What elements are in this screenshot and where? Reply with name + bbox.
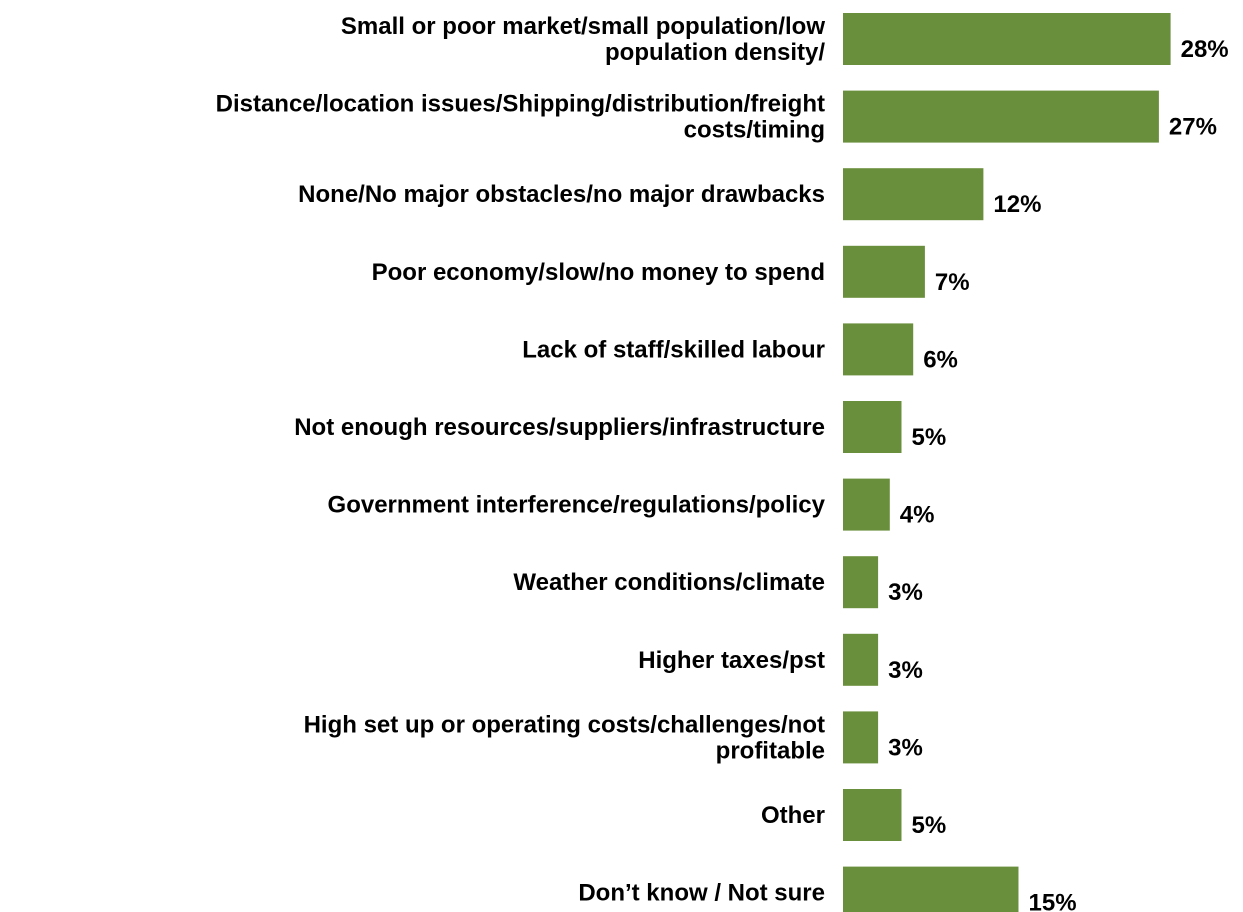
category-label-6: Government interference/regulations/poli… xyxy=(328,492,826,519)
value-labels: 28% 27% 12% 7% 6% 5% 4% 3% 3% 3% 5% 15% xyxy=(888,36,1229,912)
category-label-9: High set up or operating costs/challenge… xyxy=(304,711,825,764)
category-label-2-line-0: None/No major obstacles/no major drawbac… xyxy=(298,181,825,208)
category-label-0: Small or poor market/small population/lo… xyxy=(341,13,825,66)
bar-3 xyxy=(843,245,925,298)
bar-5 xyxy=(843,401,902,453)
bar-11 xyxy=(843,866,1019,912)
category-label-9-line-1: profitable xyxy=(716,737,825,764)
category-label-1-line-0: Distance/location issues/Shipping/distri… xyxy=(216,91,825,118)
category-label-1: Distance/location issues/Shipping/distri… xyxy=(216,91,825,144)
category-label-0-line-0: Small or poor market/small population/lo… xyxy=(341,13,825,40)
bar-4 xyxy=(843,323,914,376)
category-label-4: Lack of staff/skilled labour xyxy=(522,336,825,363)
bar-2 xyxy=(843,168,984,221)
bar-9 xyxy=(843,711,879,764)
value-label-3: 7% xyxy=(935,269,970,296)
category-label-8: Higher taxes/pst xyxy=(638,647,825,674)
category-label-5-line-0: Not enough resources/suppliers/infrastru… xyxy=(294,414,825,441)
category-label-0-line-1: population density/ xyxy=(605,39,825,66)
value-label-11: 15% xyxy=(1029,890,1077,912)
value-label-9: 3% xyxy=(888,734,923,761)
category-label-11: Don’t know / Not sure xyxy=(578,880,825,907)
value-label-0: 28% xyxy=(1181,36,1229,63)
value-label-8: 3% xyxy=(888,657,923,684)
category-label-3: Poor economy/slow/no money to spend xyxy=(372,259,825,286)
category-label-7-line-0: Weather conditions/climate xyxy=(513,569,825,596)
category-label-6-line-0: Government interference/regulations/poli… xyxy=(328,492,826,519)
bar-8 xyxy=(843,633,879,686)
category-label-3-line-0: Poor economy/slow/no money to spend xyxy=(372,259,825,286)
category-label-5: Not enough resources/suppliers/infrastru… xyxy=(294,414,825,441)
bar-10 xyxy=(843,789,902,841)
bars xyxy=(843,13,1171,912)
value-label-6: 4% xyxy=(900,502,935,529)
category-label-4-line-0: Lack of staff/skilled labour xyxy=(522,336,825,363)
category-label-10: Other xyxy=(761,802,825,829)
value-label-4: 6% xyxy=(923,346,958,373)
category-label-1-line-1: costs/timing xyxy=(684,117,825,144)
category-label-11-line-0: Don’t know / Not sure xyxy=(578,880,825,907)
category-label-7: Weather conditions/climate xyxy=(513,569,825,596)
bar-0 xyxy=(843,13,1171,65)
category-label-9-line-0: High set up or operating costs/challenge… xyxy=(304,711,825,738)
bar-7 xyxy=(843,556,879,609)
category-label-8-line-0: Higher taxes/pst xyxy=(638,647,825,674)
category-label-2: None/No major obstacles/no major drawbac… xyxy=(298,181,825,208)
value-label-1: 27% xyxy=(1169,114,1217,141)
value-label-2: 12% xyxy=(993,191,1041,218)
category-labels: Small or poor market/small population/lo… xyxy=(216,13,826,907)
value-label-10: 5% xyxy=(912,812,947,839)
value-label-5: 5% xyxy=(912,424,947,451)
category-label-10-line-0: Other xyxy=(761,802,825,829)
bar-6 xyxy=(843,478,890,531)
value-label-7: 3% xyxy=(888,579,923,606)
bar-1 xyxy=(843,90,1159,143)
